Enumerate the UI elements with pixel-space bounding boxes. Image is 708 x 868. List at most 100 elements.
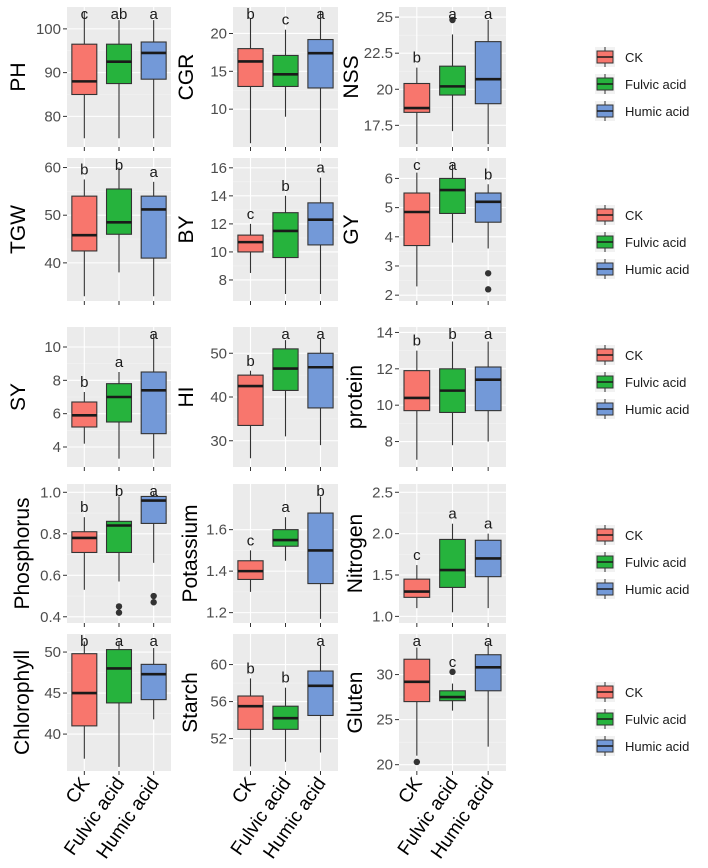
significance-letter: a [281, 499, 290, 516]
significance-letter: b [80, 499, 88, 516]
y-axis-label: SY [7, 383, 30, 411]
significance-letter: a [484, 326, 493, 343]
legend-label: Fulvic acid [625, 712, 686, 727]
y-tick-label: 60 [44, 160, 61, 177]
box-fulvic-acid [105, 383, 133, 423]
legend-label: Humic acid [625, 739, 689, 754]
significance-letter: b [246, 353, 254, 370]
x-category-label: CK [228, 774, 261, 808]
box-humic-acid [474, 192, 502, 223]
significance-letter: b [413, 50, 421, 67]
y-axis-label: Phosphorus [11, 497, 34, 609]
y-tick-label: 2 [385, 287, 393, 304]
legend-label: Humic acid [625, 104, 689, 119]
significance-letter: a [484, 6, 493, 23]
box-humic-acid [474, 654, 502, 692]
legend-label: Humic acid [625, 582, 689, 597]
legend: CK Fulvic acid Humic acid [592, 200, 708, 288]
significance-letter: c [247, 532, 255, 549]
panel-gy: 2 3 4 5 6 c a b GY [340, 157, 506, 305]
box-fulvic-acid [272, 529, 299, 547]
y-tick-label: 10 [210, 244, 227, 261]
panel-by: 8 10 12 14 16 c b a BY [175, 158, 338, 305]
outlier-point [115, 609, 123, 616]
box-fulvic-acid [439, 538, 466, 588]
significance-letter: a [484, 633, 493, 650]
panel-cgr: 10 15 20 b c a CGR [175, 6, 338, 151]
significance-letter: a [448, 506, 457, 523]
y-tick-label: 0.4 [40, 609, 61, 626]
significance-letter: b [80, 374, 88, 391]
outlier-point [115, 603, 123, 610]
y-axis-label: NSS [340, 55, 363, 98]
significance-letter: a [484, 516, 493, 533]
significance-letter: b [484, 166, 492, 183]
y-tick-label: 25 [376, 9, 393, 26]
y-tick-label: 1.2 [206, 605, 227, 622]
y-tick-label: 2.5 [372, 484, 393, 501]
y-tick-label: 90 [44, 65, 61, 82]
panel-hi: 30 40 50 b a a HI [175, 326, 338, 471]
significance-letter: a [149, 633, 158, 650]
significance-letter: c [247, 206, 255, 223]
outlier-point [449, 16, 456, 24]
y-tick-label: 10 [44, 339, 61, 356]
box-fulvic-acid [439, 690, 466, 702]
y-tick-label: 1.0 [372, 608, 393, 625]
panel-tgw: 40 50 60 b b a TGW [7, 157, 171, 305]
significance-letter: a [316, 633, 325, 650]
y-tick-label: 40 [44, 255, 61, 272]
y-tick-label: 12 [376, 361, 393, 378]
y-tick-label: 100 [36, 21, 61, 38]
y-tick-label: 1.5 [372, 567, 393, 584]
y-tick-label: 14 [210, 188, 227, 205]
y-axis-label: HI [175, 387, 198, 408]
box-fulvic-acid [105, 649, 133, 704]
legend-label: CK [625, 685, 643, 700]
y-axis-label: GY [340, 214, 363, 244]
y-tick-label: 17.5 [364, 117, 393, 134]
panel-nss: 17.5 20 22.5 25 b a a NSS [340, 6, 506, 151]
box-ck [403, 658, 431, 703]
panel-protein: 8 10 12 14 b b a protein [344, 324, 506, 471]
significance-letter: c [282, 12, 290, 29]
significance-letter: a [281, 326, 290, 343]
y-tick-label: 30 [210, 433, 227, 450]
y-tick-label: 8 [385, 434, 393, 451]
y-tick-label: 22.5 [364, 45, 393, 62]
y-axis-label: TGW [7, 205, 30, 254]
legend-label: Humic acid [625, 402, 689, 417]
x-category-label: CK [62, 774, 95, 808]
box-ck [403, 578, 431, 598]
significance-letter: a [149, 483, 158, 500]
y-tick-label: 50 [44, 207, 61, 224]
y-tick-label: 8 [53, 372, 61, 389]
outlier-point [150, 592, 157, 600]
legend-label: CK [625, 208, 643, 223]
y-axis-label: Potassium [179, 504, 202, 602]
y-tick-label: 80 [44, 108, 61, 125]
significance-letter: c [449, 654, 457, 671]
y-tick-label: 1.0 [40, 484, 61, 501]
box-humic-acid [307, 38, 334, 89]
y-tick-label: 16 [210, 160, 227, 177]
y-tick-label: 8 [219, 272, 227, 289]
significance-letter: b [281, 178, 289, 195]
y-axis-label: CGR [175, 54, 198, 101]
box-humic-acid [474, 41, 502, 105]
panel-potassium: 1.2 1.4 1.6 c a b Potassium [179, 483, 338, 627]
box-fulvic-acid [105, 188, 133, 235]
significance-letter: a [316, 160, 325, 177]
box-humic-acid [307, 352, 334, 409]
significance-letter: b [246, 660, 254, 677]
box-ck [237, 234, 264, 253]
box-ck [237, 374, 264, 426]
significance-letter: a [316, 6, 325, 23]
legend: CK Fulvic acid Humic acid [592, 42, 708, 130]
y-axis-label: BY [175, 215, 198, 243]
y-tick-label: 30 [376, 667, 393, 684]
y-tick-label: 40 [210, 389, 227, 406]
significance-letter: c [81, 6, 89, 23]
box-fulvic-acid [439, 177, 466, 214]
